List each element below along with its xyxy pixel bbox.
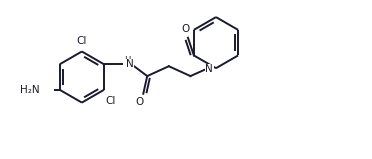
Text: Cl: Cl (106, 96, 116, 106)
Text: O: O (135, 97, 144, 107)
Text: N: N (205, 64, 213, 74)
Text: N: N (126, 59, 133, 69)
Text: H₂N: H₂N (20, 85, 40, 95)
Text: Cl: Cl (77, 36, 87, 46)
Text: O: O (181, 24, 189, 34)
Text: H: H (124, 56, 131, 65)
